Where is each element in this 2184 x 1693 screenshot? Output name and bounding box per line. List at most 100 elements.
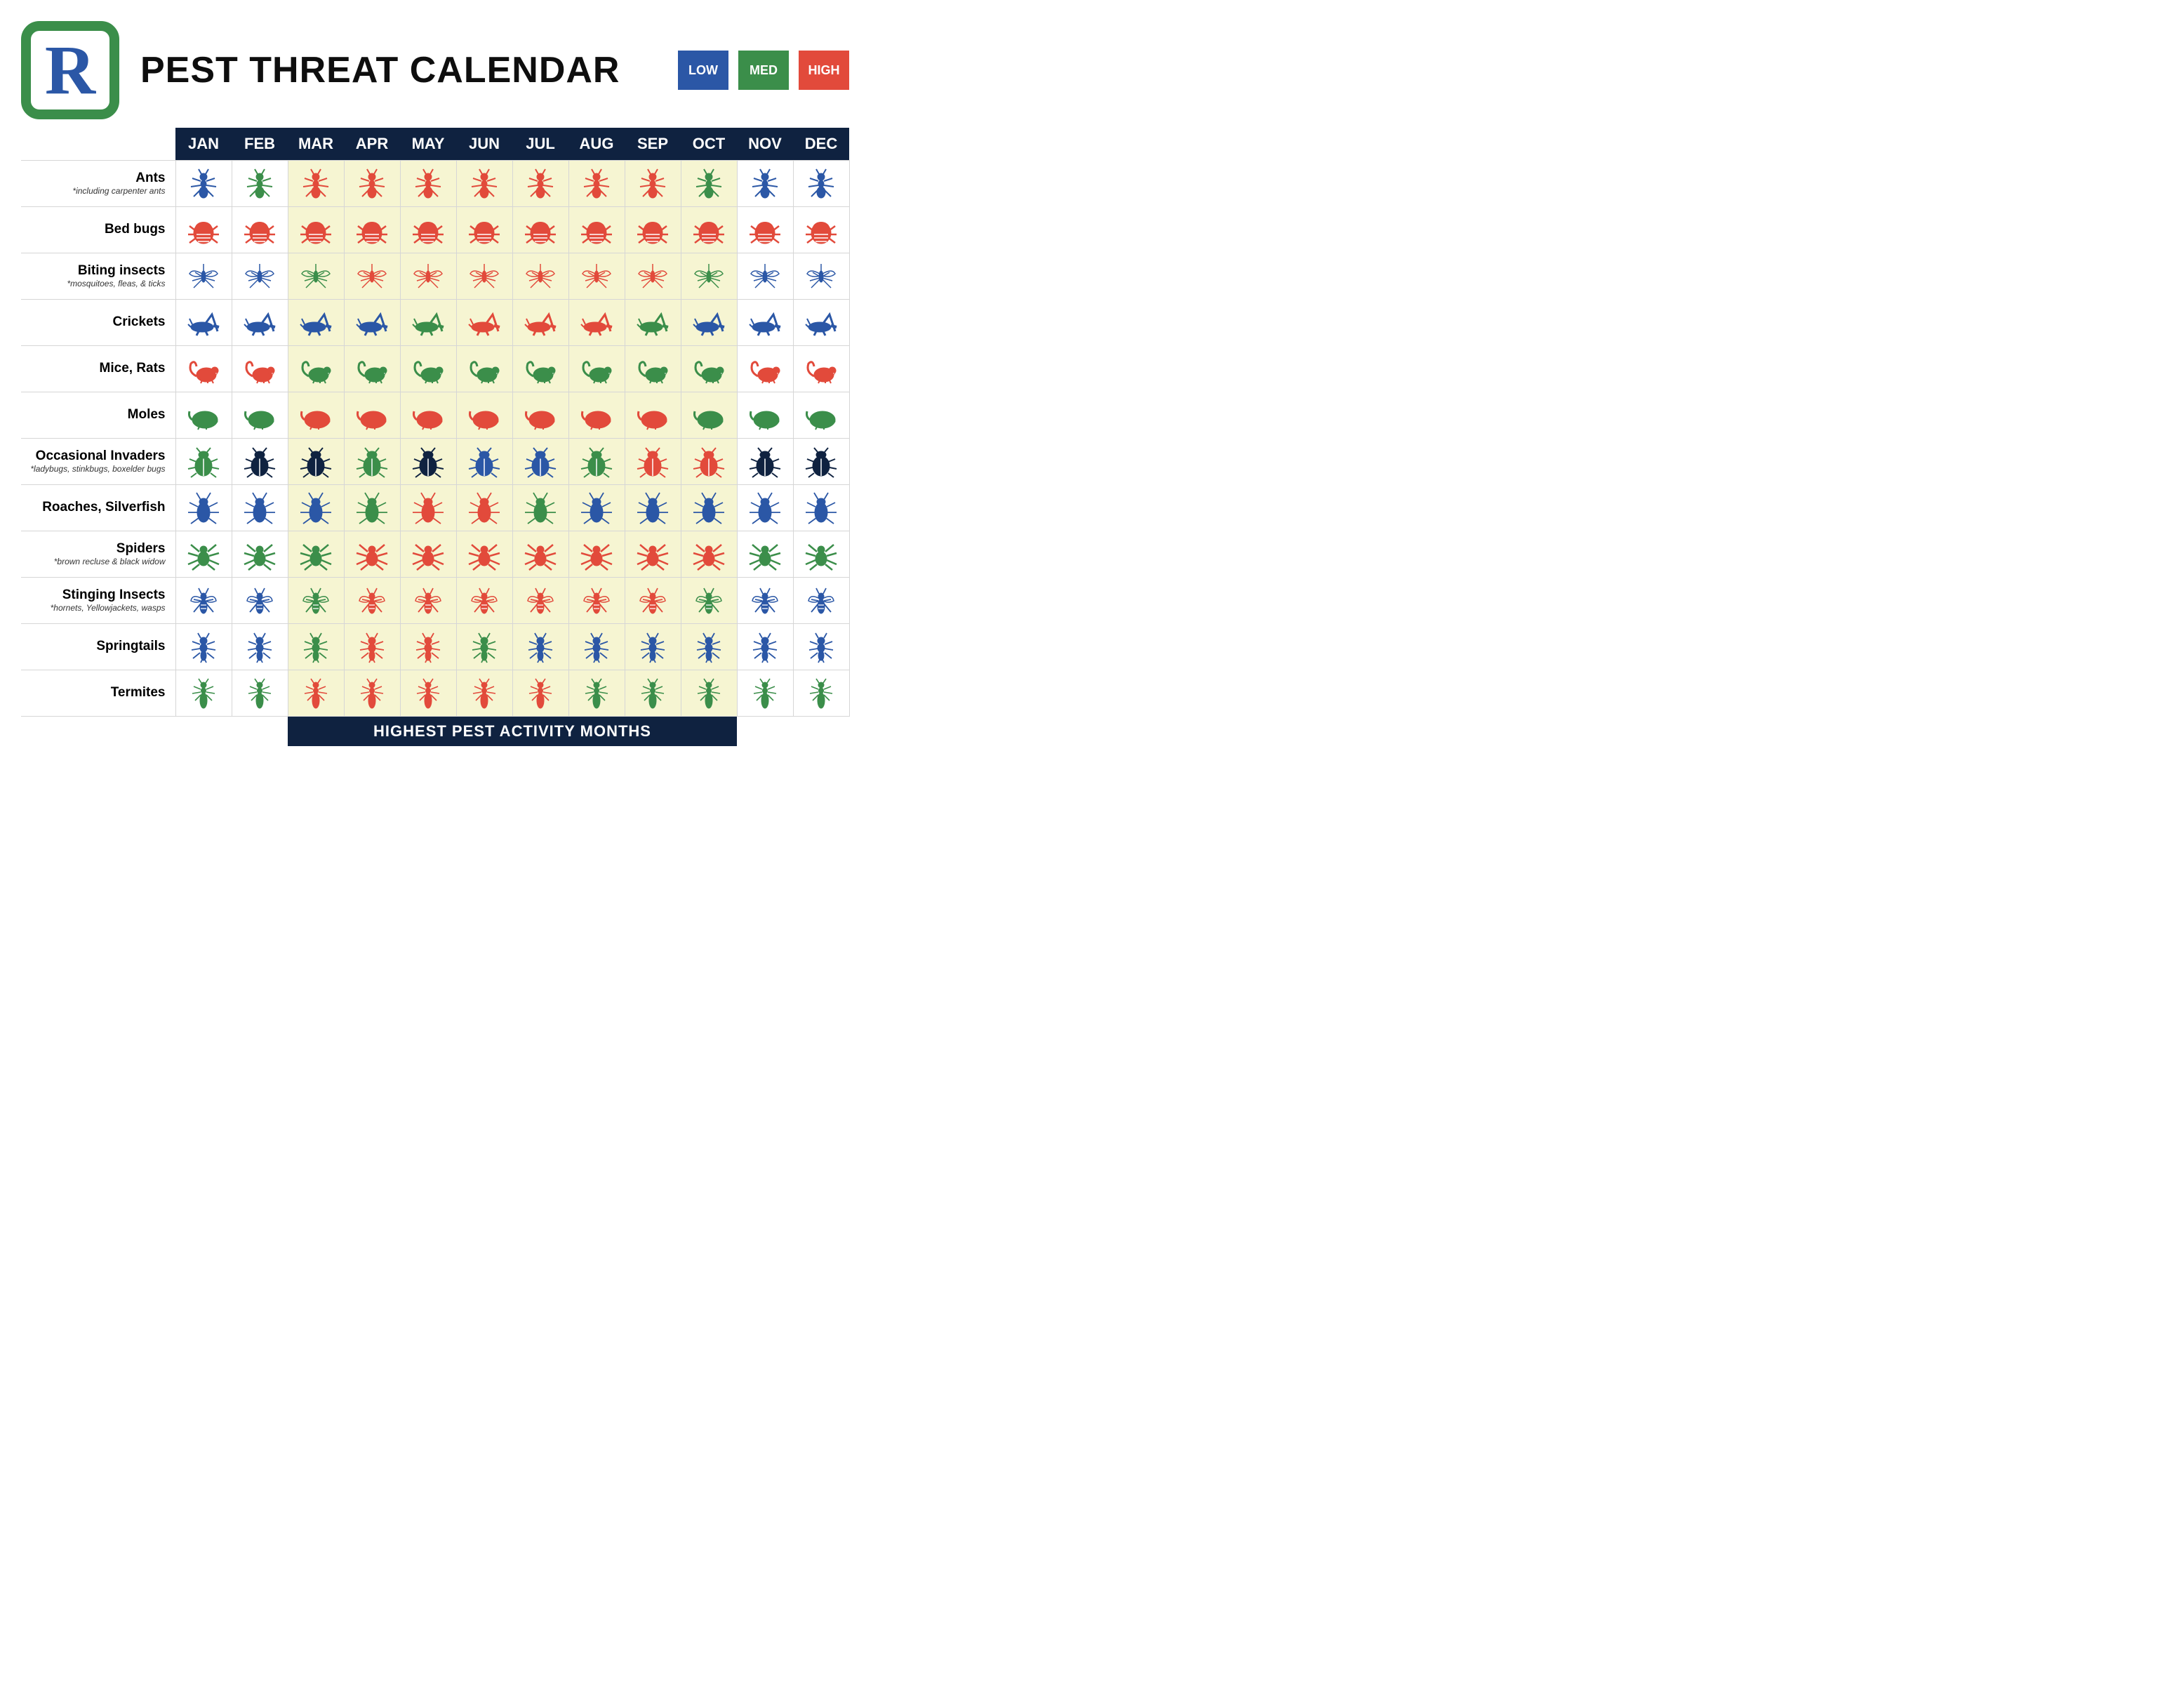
- cell: [344, 207, 400, 253]
- mosquito-icon: [748, 260, 782, 293]
- mouse-icon: [243, 352, 277, 386]
- cell: [737, 207, 793, 253]
- row-label: Moles: [21, 392, 175, 439]
- spider-icon: [804, 538, 838, 571]
- month-sep: SEP: [625, 128, 681, 161]
- roach-icon: [748, 491, 782, 525]
- cricket-icon: [299, 306, 333, 340]
- cell: [568, 485, 625, 531]
- mole-icon: [467, 399, 501, 432]
- row-label: Springtails: [21, 624, 175, 670]
- cell: [288, 624, 344, 670]
- cell: [512, 439, 568, 485]
- logo: R: [21, 21, 119, 119]
- pest-name: Spiders: [22, 542, 166, 557]
- mosquito-icon: [692, 260, 726, 293]
- cell: [793, 161, 849, 207]
- month-aug: AUG: [568, 128, 625, 161]
- row-label: Bed bugs: [21, 207, 175, 253]
- table-row: Springtails: [21, 624, 849, 670]
- cell: [175, 439, 232, 485]
- termite-icon: [804, 677, 838, 710]
- ant-icon: [187, 167, 220, 201]
- cell: [737, 300, 793, 346]
- springtail-icon: [243, 630, 277, 664]
- bedbug-icon: [411, 213, 445, 247]
- beetle-icon: [748, 445, 782, 479]
- cell: [568, 531, 625, 578]
- month-may: MAY: [400, 128, 456, 161]
- pest-note: *including carpenter ants: [22, 186, 166, 196]
- cell: [175, 300, 232, 346]
- mosquito-icon: [187, 260, 220, 293]
- cell: [400, 624, 456, 670]
- cell: [232, 392, 288, 439]
- table-row: Biting insects*mosquitoes, fleas, & tick…: [21, 253, 849, 300]
- cell: [793, 578, 849, 624]
- cricket-icon: [748, 306, 782, 340]
- cell: [625, 531, 681, 578]
- row-label: Occasional Invaders*ladybugs, stinkbugs,…: [21, 439, 175, 485]
- cell: [512, 578, 568, 624]
- termite-icon: [411, 677, 445, 710]
- roach-icon: [524, 491, 557, 525]
- cricket-icon: [411, 306, 445, 340]
- cell: [512, 670, 568, 717]
- cricket-icon: [580, 306, 613, 340]
- cell: [175, 670, 232, 717]
- cell: [625, 300, 681, 346]
- cell: [793, 346, 849, 392]
- cell: [625, 161, 681, 207]
- cell: [344, 624, 400, 670]
- table-row: Ants*including carpenter ants: [21, 161, 849, 207]
- beetle-icon: [243, 445, 277, 479]
- spider-icon: [243, 538, 277, 571]
- beetle-icon: [580, 445, 613, 479]
- legend: LOWMEDHIGH: [678, 51, 849, 90]
- cell: [400, 670, 456, 717]
- mole-icon: [299, 399, 333, 432]
- table-row: Roaches, Silverfish: [21, 485, 849, 531]
- cell: [625, 670, 681, 717]
- cricket-icon: [692, 306, 726, 340]
- cell: [737, 392, 793, 439]
- cell: [175, 207, 232, 253]
- termite-icon: [467, 677, 501, 710]
- cell: [175, 578, 232, 624]
- pest-note: *brown recluse & black widow: [22, 557, 166, 566]
- table-row: Crickets: [21, 300, 849, 346]
- wasp-icon: [748, 584, 782, 618]
- mosquito-icon: [524, 260, 557, 293]
- pest-name: Ants: [22, 171, 166, 186]
- cell: [400, 531, 456, 578]
- month-oct: OCT: [681, 128, 737, 161]
- cell: [512, 300, 568, 346]
- ant-icon: [411, 167, 445, 201]
- mosquito-icon: [411, 260, 445, 293]
- legend-low: LOW: [678, 51, 728, 90]
- beetle-icon: [804, 445, 838, 479]
- spider-icon: [411, 538, 445, 571]
- springtail-icon: [748, 630, 782, 664]
- legend-med: MED: [738, 51, 789, 90]
- cell: [681, 670, 737, 717]
- wasp-icon: [580, 584, 613, 618]
- cell: [737, 439, 793, 485]
- cell: [512, 392, 568, 439]
- row-label: Biting insects*mosquitoes, fleas, & tick…: [21, 253, 175, 300]
- row-label: Ants*including carpenter ants: [21, 161, 175, 207]
- cell: [288, 161, 344, 207]
- wasp-icon: [243, 584, 277, 618]
- spider-icon: [524, 538, 557, 571]
- table-row: Moles: [21, 392, 849, 439]
- springtail-icon: [299, 630, 333, 664]
- wasp-icon: [411, 584, 445, 618]
- cell: [456, 207, 512, 253]
- cell: [232, 346, 288, 392]
- roach-icon: [299, 491, 333, 525]
- cell: [681, 207, 737, 253]
- termite-icon: [692, 677, 726, 710]
- termite-icon: [355, 677, 389, 710]
- springtail-icon: [355, 630, 389, 664]
- mosquito-icon: [467, 260, 501, 293]
